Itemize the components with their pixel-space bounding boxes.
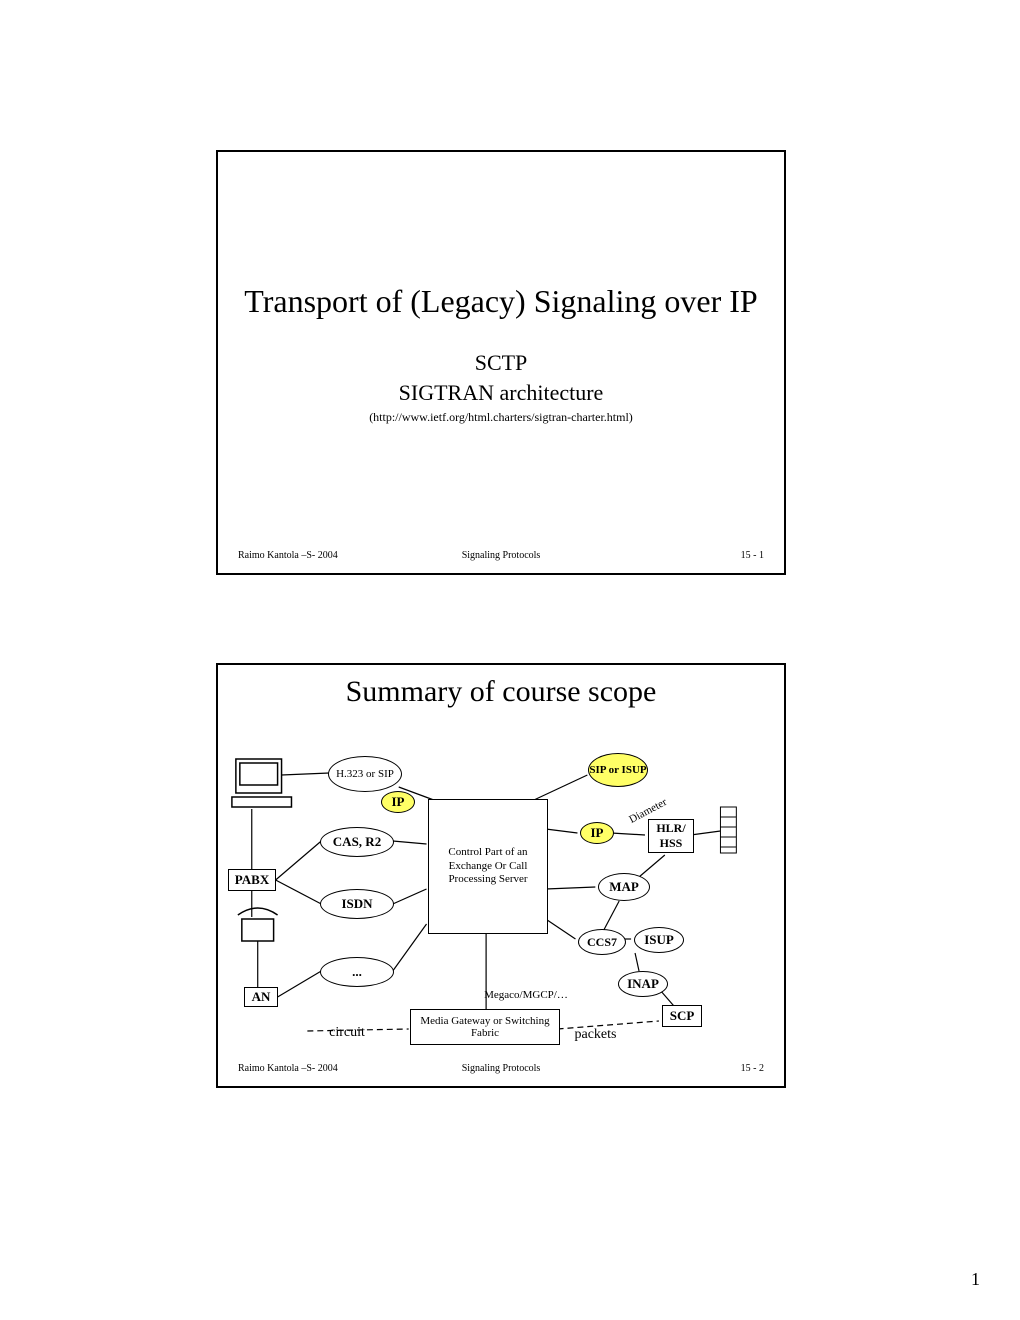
node-isdn: ISDN (320, 889, 394, 919)
slide1-sub1: SCTP (218, 350, 784, 376)
slide2-footer-left: Raimo Kantola –S- 2004 (238, 1063, 338, 1074)
phone-icon (238, 908, 278, 941)
slide2-footer-right: 15 - 2 (741, 1063, 764, 1074)
slide-1: Transport of (Legacy) Signaling over IP … (216, 150, 786, 575)
node-media: Media Gateway or Switching Fabric (410, 1009, 560, 1045)
slide1-url: (http://www.ietf.org/html.charters/sigtr… (218, 410, 784, 425)
node-control: Control Part of an Exchange Or Call Proc… (428, 799, 548, 934)
slide1-footer-center: Signaling Protocols (462, 550, 541, 561)
slide2-title: Summary of course scope (218, 675, 784, 709)
page-number: 1 (971, 1269, 980, 1290)
node-megaco: Megaco/MGCP/… (456, 987, 596, 1003)
node-ellipsis: ... (320, 957, 394, 987)
slide1-footer: Raimo Kantola –S- 2004 Signaling Protoco… (218, 550, 784, 561)
node-inap: INAP (618, 971, 668, 997)
slide1-footer-left: Raimo Kantola –S- 2004 (238, 550, 338, 561)
node-sip: SIP or ISUP (588, 753, 648, 787)
diagram: PABX AN H.323 or SIP IP CAS, R2 ISDN ...… (218, 709, 784, 1049)
node-ip2: IP (580, 822, 614, 844)
slide1-subtitle-block: SCTP SIGTRAN architecture (http://www.ie… (218, 350, 784, 425)
slide-2: Summary of course scope (216, 663, 786, 1088)
label-circuit: circuit (322, 1025, 372, 1041)
slide1-sub2: SIGTRAN architecture (218, 380, 784, 406)
node-h323: H.323 or SIP (328, 756, 402, 792)
node-map: MAP (598, 873, 650, 901)
slide2-footer-center: Signaling Protocols (462, 1063, 541, 1074)
slide2-footer: Raimo Kantola –S- 2004 Signaling Protoco… (218, 1063, 784, 1074)
node-ip1: IP (381, 791, 415, 813)
node-cas: CAS, R2 (320, 827, 394, 857)
node-an: AN (244, 987, 278, 1007)
node-hlr: HLR/ HSS (648, 819, 694, 853)
slide1-title: Transport of (Legacy) Signaling over IP (218, 282, 784, 320)
node-pabx: PABX (228, 869, 276, 891)
computer-icon (232, 759, 292, 807)
node-scp: SCP (662, 1005, 702, 1027)
slide1-footer-right: 15 - 1 (741, 550, 764, 561)
rack-icon (720, 807, 736, 853)
node-ccs7: CCS7 (578, 929, 626, 955)
node-isup: ISUP (634, 927, 684, 953)
label-packets: packets (568, 1027, 623, 1043)
